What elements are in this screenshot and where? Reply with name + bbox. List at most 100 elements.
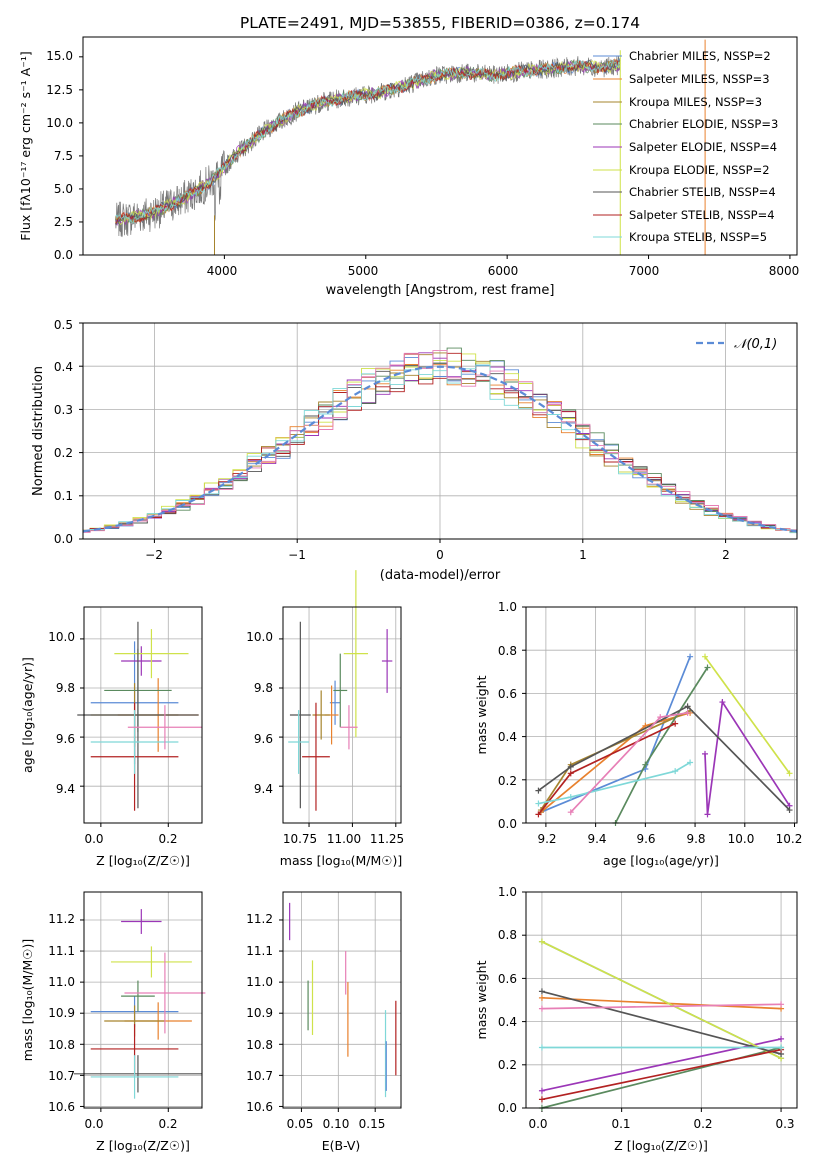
y-axis-label: mass [log₁₀(M/M☉)] bbox=[20, 939, 35, 1061]
x-tick-label: 0.2 bbox=[158, 1117, 177, 1131]
mass-vs-ebv-panel: 0.05 0.10 0.15 10.6 10.7 10.8 10.9 11.0 … bbox=[246, 891, 402, 1153]
x-tick-label: −1 bbox=[288, 548, 306, 562]
y-tick-label: 9.6 bbox=[254, 732, 273, 746]
x-axis-label: Z [log₁₀(Z/Z☉)] bbox=[96, 1138, 190, 1153]
y-tick-label: 0.0 bbox=[498, 817, 517, 831]
series-line bbox=[541, 1003, 782, 1010]
x-tick-label: 9.4 bbox=[587, 832, 606, 846]
x-tick-label: 0.0 bbox=[528, 1117, 547, 1131]
data-point-marker bbox=[684, 703, 691, 710]
residuals-x-ticks: −2 −1 0 1 2 bbox=[145, 548, 730, 562]
data-point-marker bbox=[778, 1044, 785, 1051]
panel-frame bbox=[525, 891, 798, 1109]
spectrum-plot-area bbox=[79, 39, 791, 259]
spectrum-y-label: Flux [fλ10⁻¹⁷ erg cm⁻² s⁻¹ A⁻¹] bbox=[18, 51, 33, 240]
data-point-marker bbox=[672, 768, 679, 775]
data-point-marker bbox=[567, 794, 574, 801]
y-tick-label: 10.8 bbox=[246, 1038, 273, 1052]
panel-frame bbox=[525, 606, 798, 824]
y-tick-label: 10.0 bbox=[46, 116, 73, 130]
histogram-step bbox=[83, 350, 797, 533]
x-tick-label: 6000 bbox=[488, 264, 519, 278]
spectrum-legend: Chabrier MILES, NSSP=2 Salpeter MILES, N… bbox=[593, 49, 778, 244]
data-point-marker bbox=[778, 1001, 785, 1008]
y-tick-label: 11.0 bbox=[246, 975, 273, 989]
model-spectrum-line bbox=[115, 60, 621, 226]
normal-curve bbox=[82, 365, 798, 533]
x-tick-label: 9.8 bbox=[686, 832, 705, 846]
data-point-marker bbox=[642, 761, 649, 768]
y-tick-label: 10.7 bbox=[48, 1069, 75, 1083]
y-tick-label: 0.3 bbox=[54, 403, 73, 417]
legend-entry: Kroupa ELODIE, NSSP=2 bbox=[593, 163, 770, 177]
x-axis-label: age [log₁₀(age/yr)] bbox=[603, 853, 719, 868]
legend-entry: Chabrier ELODIE, NSSP=3 bbox=[593, 117, 778, 131]
residuals-y-label: Normed distribution bbox=[31, 366, 46, 496]
y-tick-label: 0.4 bbox=[54, 360, 73, 374]
y-tick-label: 10.0 bbox=[48, 630, 75, 644]
y-tick-label: 0.0 bbox=[498, 1101, 517, 1115]
x-tick-label: −2 bbox=[145, 548, 163, 562]
y-tick-label: 7.5 bbox=[54, 149, 73, 163]
data-point-marker bbox=[538, 938, 545, 945]
y-tick-label: 0.2 bbox=[498, 1058, 517, 1072]
residuals-legend: 𝒩(0,1) bbox=[696, 337, 777, 352]
y-axis-label: age [log₁₀(age/yr)] bbox=[20, 657, 35, 773]
data-point-marker bbox=[786, 807, 793, 814]
x-tick-label: 10.75 bbox=[283, 832, 317, 846]
x-tick-label: 9.6 bbox=[636, 832, 655, 846]
legend-entry: Salpeter MILES, NSSP=3 bbox=[593, 72, 770, 86]
spectrum-panel: PLATE=2491, MJD=53855, FIBERID=0386, z=0… bbox=[18, 14, 799, 298]
y-tick-label: 10.9 bbox=[48, 1006, 75, 1020]
panel-frame bbox=[282, 606, 402, 824]
y-tick-label: 12.5 bbox=[46, 83, 73, 97]
x-tick-label: 9.2 bbox=[537, 832, 556, 846]
y-tick-label: 9.4 bbox=[56, 782, 75, 796]
y-axis-label: mass weight bbox=[474, 675, 489, 754]
x-axis-label: Z [log₁₀(Z/Z☉)] bbox=[614, 1138, 708, 1153]
x-tick-label: 11.25 bbox=[370, 832, 404, 846]
y-tick-label: 0.6 bbox=[498, 972, 517, 986]
legend-label: Chabrier STELIB, NSSP=4 bbox=[629, 185, 776, 199]
spectrum-frame bbox=[82, 36, 798, 256]
data-point-marker bbox=[538, 1096, 545, 1103]
x-tick-label: 0.10 bbox=[323, 1117, 350, 1131]
y-tick-label: 10.7 bbox=[246, 1069, 273, 1083]
y-axis-label: mass weight bbox=[474, 960, 489, 1039]
x-tick-label: 10.2 bbox=[776, 832, 803, 846]
age-vs-mass-panel: 10.75 11.00 11.25 9.4 9.6 9.8 10.0 mass … bbox=[246, 570, 404, 868]
series-line bbox=[541, 990, 782, 1055]
data-point-marker bbox=[704, 664, 711, 671]
age-vs-z-panel: 0.0 0.2 9.4 9.6 9.8 10.0 Z [log₁₀(Z/Z☉)]… bbox=[20, 606, 203, 868]
y-tick-label: 15.0 bbox=[46, 49, 73, 63]
residuals-panel: −2 −1 0 1 2 0.0 0.1 0.2 0.3 0.4 0.5 (dat… bbox=[31, 318, 798, 583]
spectrum-title: PLATE=2491, MJD=53855, FIBERID=0386, z=0… bbox=[240, 14, 640, 32]
y-tick-label: 0.8 bbox=[498, 644, 517, 658]
legend-label: 𝒩(0,1) bbox=[734, 337, 777, 352]
legend-label: Chabrier MILES, NSSP=2 bbox=[629, 49, 771, 63]
x-tick-label: 0 bbox=[436, 548, 444, 562]
y-tick-label: 5.0 bbox=[54, 182, 73, 196]
data-point-marker bbox=[538, 988, 545, 995]
x-axis-label: E(B-V) bbox=[322, 1138, 361, 1153]
data-point-marker bbox=[687, 653, 694, 660]
model-spectrum-line bbox=[115, 59, 621, 224]
data-point-marker bbox=[567, 770, 574, 777]
x-tick-label: 11.00 bbox=[327, 832, 361, 846]
spectrum-y-ticks: 0.0 2.5 5.0 7.5 10.0 12.5 15.0 bbox=[46, 49, 73, 262]
y-tick-label: 9.8 bbox=[56, 681, 75, 695]
series-line bbox=[537, 705, 791, 811]
y-tick-label: 10.0 bbox=[246, 630, 273, 644]
y-tick-label: 1.0 bbox=[498, 600, 517, 614]
legend-label: Kroupa STELIB, NSSP=5 bbox=[629, 230, 767, 244]
y-tick-label: 0.1 bbox=[54, 489, 73, 503]
x-tick-label: 0.2 bbox=[158, 832, 177, 846]
panel-frame bbox=[282, 891, 402, 1109]
data-point-marker bbox=[567, 763, 574, 770]
x-tick-label: 5000 bbox=[348, 264, 379, 278]
data-point-marker bbox=[538, 1005, 545, 1012]
x-axis-label: mass [log₁₀(M/M☉)] bbox=[280, 853, 402, 868]
y-tick-label: 0.4 bbox=[498, 730, 517, 744]
data-point-marker bbox=[538, 1044, 545, 1051]
